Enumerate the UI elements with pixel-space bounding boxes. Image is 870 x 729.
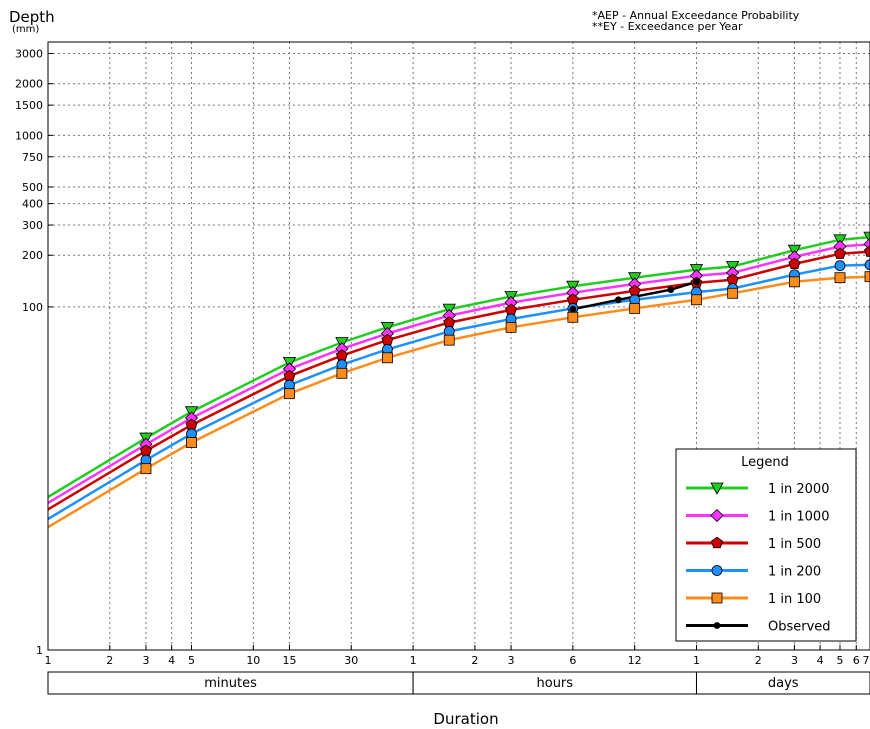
series-line <box>572 280 697 311</box>
x-tick-label: 3 <box>791 654 798 667</box>
duration-band-label: hours <box>537 676 574 691</box>
x-tick-label: 5 <box>836 654 843 667</box>
data-point <box>667 286 675 294</box>
plot-frame <box>47 41 870 651</box>
legend-marker <box>711 565 723 576</box>
duration-band-label: minutes <box>204 676 257 691</box>
data-point <box>382 352 393 364</box>
aep-note: *AEP - Annual Exceedance Probability <box>592 9 800 22</box>
y-tick-label: 750 <box>22 151 43 164</box>
x-tick-label: 30 <box>344 654 358 667</box>
data-point <box>566 293 579 305</box>
x-tick-label: 2 <box>106 654 113 667</box>
x-tick-label: 1 <box>693 654 700 667</box>
legend-marker <box>711 592 723 604</box>
y-tick-label: 2000 <box>15 78 43 91</box>
legend-label: 1 in 1000 <box>768 510 829 525</box>
x-tick-label: 1 <box>45 654 52 667</box>
data-point <box>864 259 870 271</box>
data-point <box>615 296 622 304</box>
x-tick-label: 6 <box>569 654 576 667</box>
y-axis-title: Depth <box>9 8 55 26</box>
x-axis-label: Duration <box>433 710 498 728</box>
data-point <box>284 388 295 400</box>
y-tick-label: 300 <box>22 219 43 232</box>
data-point <box>788 257 801 270</box>
data-point <box>505 321 517 333</box>
series-markers <box>139 231 870 475</box>
legend-marker <box>710 482 724 495</box>
legend-marker <box>711 536 723 549</box>
y-tick-label: 400 <box>22 198 43 211</box>
legend-box <box>675 448 857 642</box>
x-tick-label: 6 <box>853 654 860 667</box>
x-tick-label: 2 <box>755 654 762 667</box>
data-point <box>789 276 800 288</box>
legend-marker <box>713 622 721 629</box>
x-tick-label: 3 <box>142 654 149 667</box>
data-point <box>691 294 702 306</box>
data-point <box>443 334 455 346</box>
data-point <box>567 311 579 323</box>
x-tick-label: 7 <box>863 654 870 667</box>
y-tick-label: 500 <box>22 181 43 194</box>
legend-title: Legend <box>741 455 789 470</box>
y-axis-unit: (mm) <box>12 24 40 35</box>
duration-bands: minutes hours days <box>47 671 870 695</box>
legend-label: 1 in 200 <box>768 565 821 580</box>
legend-label: Observed <box>768 620 831 635</box>
data-point <box>186 437 197 448</box>
y-tick-label: 100 <box>22 301 43 314</box>
x-tick-label: 1 <box>410 654 417 667</box>
legend-label: 1 in 500 <box>768 537 821 552</box>
y-tick-label: 1500 <box>15 99 43 112</box>
x-tick-label: 12 <box>628 654 642 667</box>
data-point <box>569 305 577 313</box>
x-tick-label: 4 <box>168 654 175 667</box>
data-point <box>834 247 846 259</box>
x-tick-label: 15 <box>282 654 296 667</box>
y-tick-label: 1000 <box>15 129 43 142</box>
data-point <box>443 316 456 328</box>
data-point <box>505 303 518 316</box>
data-point <box>834 272 846 284</box>
legend-label: 1 in 2000 <box>768 482 829 497</box>
legend-label: 1 in 100 <box>768 592 821 607</box>
data-point <box>629 302 641 314</box>
x-tick-label: 10 <box>246 654 260 667</box>
legend-marker <box>710 508 724 523</box>
y-tick-label: 200 <box>22 249 43 262</box>
duration-band-label: days <box>768 676 799 691</box>
duration-band <box>695 671 870 695</box>
x-tick-label: 3 <box>508 654 515 667</box>
data-point <box>140 463 152 475</box>
x-tick-label: 2 <box>471 654 478 667</box>
data-point <box>336 367 348 379</box>
ey-note: **EY - Exceedance per Year <box>592 20 743 33</box>
data-point <box>834 260 846 272</box>
data-point <box>727 287 739 299</box>
x-tick-label: 4 <box>817 654 824 667</box>
legend-entries: 1 in 2000 1 in 1000 1 in 500 1 in 200 1 in 1… <box>686 482 831 635</box>
data-point <box>864 245 870 257</box>
data-point <box>693 278 700 286</box>
x-tick-label: 5 <box>188 654 195 667</box>
y-tick-label: 1 <box>36 644 43 657</box>
data-point <box>864 271 870 283</box>
y-tick-label: 3000 <box>15 47 43 60</box>
